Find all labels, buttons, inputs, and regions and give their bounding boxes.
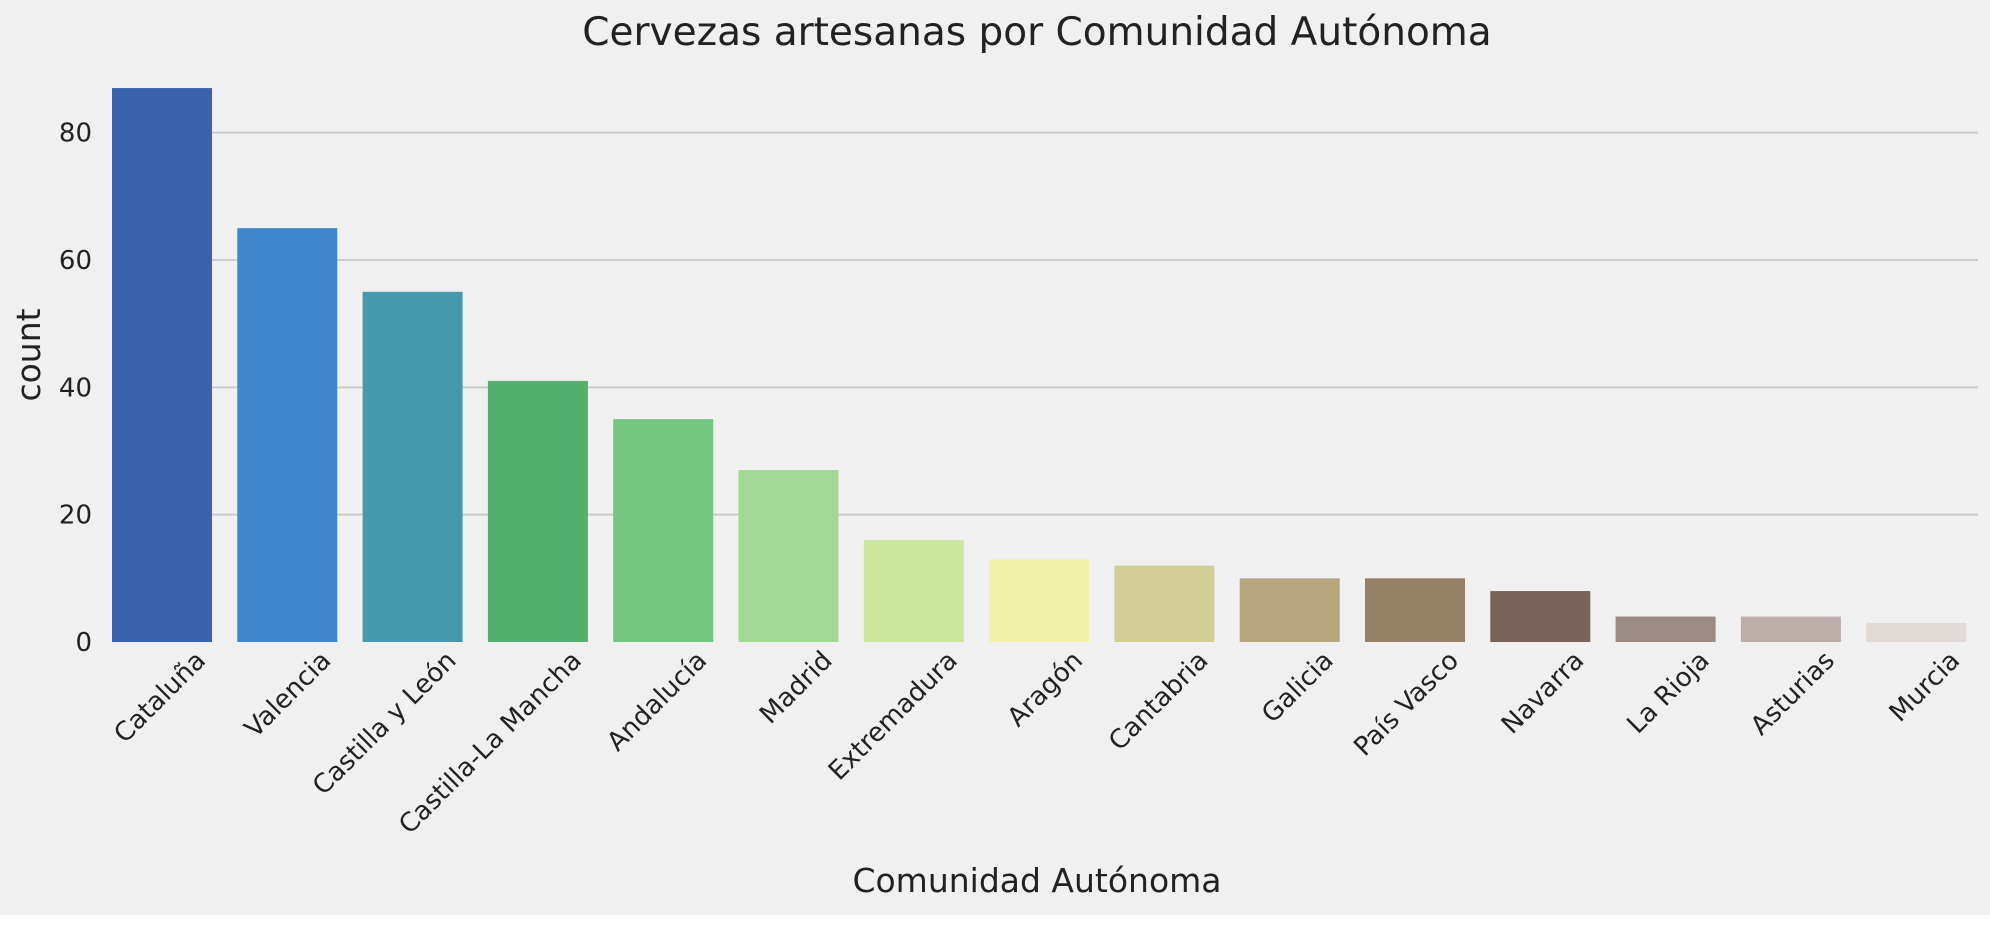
bar	[613, 419, 714, 642]
bar	[738, 470, 839, 642]
bar	[1866, 622, 1967, 642]
bar	[1114, 565, 1215, 642]
bar	[1490, 591, 1591, 642]
bar	[112, 88, 212, 643]
bar	[1239, 578, 1340, 642]
bar	[1615, 616, 1716, 642]
y-tick-labels: 0 20 40 60 80	[59, 119, 92, 658]
bar	[362, 291, 463, 642]
y-tick-label: 80	[59, 119, 92, 149]
x-axis-label: Comunidad Autónoma	[852, 861, 1221, 900]
y-tick-label: 20	[59, 501, 92, 531]
bar	[237, 228, 338, 642]
y-tick-label: 40	[59, 373, 92, 403]
y-tick-label: 0	[75, 628, 92, 658]
bar	[863, 540, 964, 642]
y-tick-label: 60	[59, 246, 92, 276]
bars	[112, 88, 1967, 643]
bar	[1740, 616, 1841, 642]
chart-title: Cervezas artesanas por Comunidad Autónom…	[582, 10, 1491, 55]
bar	[487, 380, 588, 642]
y-axis-label: count	[9, 308, 48, 401]
bar	[1365, 578, 1465, 642]
bar	[989, 559, 1090, 642]
